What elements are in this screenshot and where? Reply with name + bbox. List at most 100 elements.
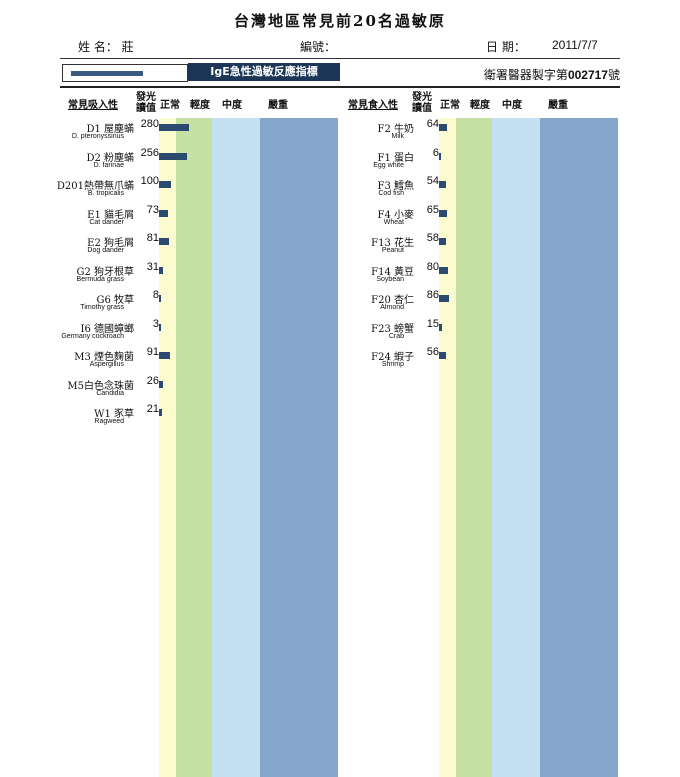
allergen-value: 64 [426, 118, 439, 130]
allergen-bar [159, 266, 164, 274]
allergen-english-name: D. farinae [93, 161, 124, 169]
allergen-value: 73 [146, 203, 159, 216]
allergen-name: F20 杏仁 [371, 295, 414, 306]
allergen-name: F24 蝦子 [371, 352, 414, 363]
section-divider [60, 86, 620, 88]
allergen-row: I6 德國蟑螂 Germany cockroach 3 [60, 318, 370, 346]
allergen-value: 256 [140, 146, 159, 159]
allergen-name: F3 鱈魚 [377, 181, 414, 192]
allergen-english-name: Almond [380, 304, 404, 311]
allergen-english-name: Egg white [373, 161, 404, 169]
code-label: 編號： [300, 40, 337, 54]
normal-header: 正常 [160, 100, 180, 111]
allergen-value: 8 [152, 289, 159, 301]
allergen-name: M5白色念珠菌 [67, 380, 134, 392]
allergen-bar [439, 238, 447, 245]
normal-band [439, 118, 456, 777]
severe-band [260, 118, 338, 777]
allergen-bar [439, 181, 446, 188]
value-column-title: 發光 讀值 [412, 92, 432, 114]
allergen-name: F1 蛋白 [377, 152, 414, 164]
allergen-bar [159, 409, 163, 416]
normal-band [159, 118, 176, 777]
allergen-name: D1 屋塵蟎 [86, 124, 134, 135]
allergen-value: 100 [140, 175, 159, 187]
allergen-value: 21 [146, 403, 159, 415]
allergen-bar [439, 352, 446, 359]
allergen-english-name: Bermuda grass [76, 275, 124, 283]
allergen-value: 86 [426, 289, 439, 301]
allergen-english-name: D. pteronyssinus [71, 133, 124, 140]
allergen-value: 54 [426, 175, 439, 187]
moderate-header: 中度 [502, 100, 522, 111]
allergen-name: F14 黃豆 [371, 266, 414, 278]
allergen-bar [159, 152, 187, 160]
allergen-bar [439, 323, 442, 331]
allergen-row: F13 花生 Peanut 58 [340, 232, 650, 260]
food-column-title: 常見食入性 [348, 100, 398, 111]
severe-header: 嚴重 [548, 100, 568, 111]
allergen-value: 81 [146, 232, 159, 244]
allergen-bar [439, 124, 447, 131]
allergen-value: 31 [146, 260, 159, 273]
allergen-row: F2 牛奶 Milk 64 [340, 118, 650, 146]
allergen-english-name: Dog dander [87, 247, 124, 254]
allergen-bar [159, 124, 189, 131]
allergen-row: D1 屋塵蟎 D. pteronyssinus 280 [60, 118, 370, 146]
mild-band [456, 118, 492, 777]
allergen-row: D2 粉塵蟎 D. farinae 256 [60, 147, 370, 175]
allergen-name: W1 豕草 [94, 409, 134, 420]
allergen-name: F2 牛奶 [377, 124, 414, 135]
allergen-value: 65 [426, 203, 439, 216]
allergen-row: M5白色念珠菌 Candidia 26 [60, 375, 370, 403]
normal-header: 正常 [440, 100, 460, 111]
allergen-bar [159, 209, 168, 217]
allergen-value: 6 [432, 146, 439, 159]
allergen-english-name: Germany cockroach [61, 332, 124, 340]
allergen-row: E1 貓毛屑 Cat dander 73 [60, 204, 370, 232]
allergen-row: F4 小麥 Wheat 65 [340, 204, 650, 232]
allergen-value: 280 [140, 118, 159, 130]
allergen-row: G6 牧草 Timothy grass 8 [60, 289, 370, 317]
inhalant-column-title: 常見吸入性 [68, 100, 118, 111]
allergen-value: 3 [152, 317, 159, 330]
allergen-english-name: Shrimp [381, 361, 404, 368]
allergen-name: I6 德國蟑螂 [80, 323, 135, 335]
allergen-english-name: Soybean [376, 275, 404, 283]
value-title-1: 發光 [136, 92, 156, 103]
allergen-row: F3 鱈魚 Cod fish 54 [340, 175, 650, 203]
allergen-english-name: Crab [388, 332, 404, 340]
allergen-english-name: Aspergillus [89, 361, 124, 368]
allergen-row: F24 蝦子 Shrimp 56 [340, 346, 650, 374]
allergen-bar [159, 238, 169, 245]
allergen-english-name: Cod fish [378, 190, 404, 197]
allergen-value: 80 [426, 260, 439, 273]
allergen-name: G2 狗牙根草 [76, 266, 134, 278]
license-number: 衛署醫器製字第002717號 [484, 66, 620, 83]
license-prefix: 衛署醫器製字第 [483, 68, 568, 82]
allergen-bar [439, 266, 449, 274]
allergen-bar [159, 323, 161, 331]
header-divider [60, 58, 620, 59]
allergen-row: F23 螃蟹 Crab 15 [340, 318, 650, 346]
license-suffix: 號 [607, 68, 620, 82]
value-column-title: 發光 讀值 [136, 92, 156, 114]
allergen-bar [439, 295, 450, 302]
mild-header: 輕度 [470, 100, 490, 111]
mild-header: 輕度 [190, 100, 210, 111]
food-panel: 常見食入性 發光 讀值 正常 輕度 中度 嚴重 F2 牛奶 Milk 64 F1 蛋白 E… [340, 92, 650, 777]
allergen-name: M3 煙色麴菌 [74, 352, 134, 363]
allergen-name: G6 牧草 [96, 295, 134, 306]
allergen-english-name: Candidia [96, 389, 124, 397]
patient-name: 姓 名： 莊 [78, 40, 134, 54]
allergen-bar [439, 209, 447, 217]
allergen-row: M3 煙色麴菌 Aspergillus 91 [60, 346, 370, 374]
allergen-english-name: Milk [391, 133, 404, 140]
allergen-row: G2 狗牙根草 Bermuda grass 31 [60, 261, 370, 289]
inhalant-panel: 常見吸入性 發光 讀值 正常 輕度 中度 嚴重 D1 屋塵蟎 D. pteronys… [57, 92, 370, 777]
allergen-name: E2 狗毛屑 [87, 238, 134, 249]
allergen-name: F23 螃蟹 [371, 323, 414, 335]
allergen-english-name: Wheat [383, 218, 404, 226]
allergen-row: W1 豕草 Ragweed 21 [60, 403, 370, 431]
allergen-english-name: B. tropicalis [87, 190, 124, 197]
